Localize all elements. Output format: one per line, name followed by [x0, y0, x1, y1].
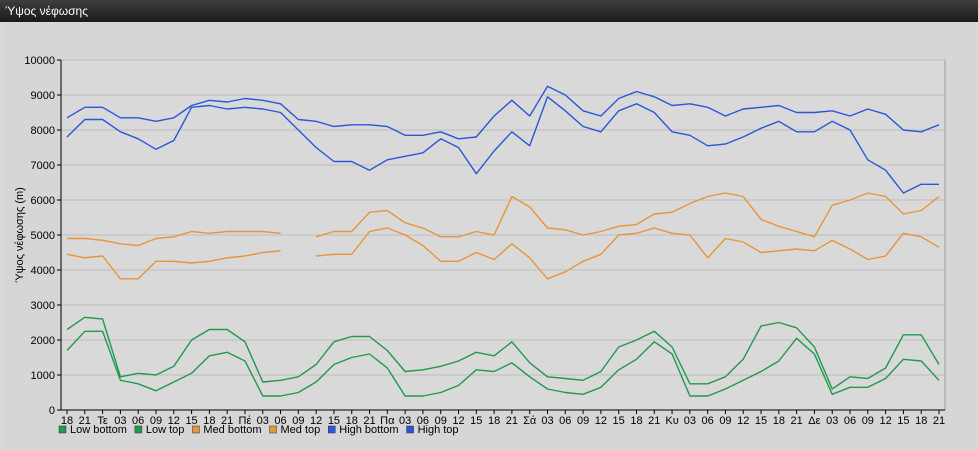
legend-entry: Med bottom	[203, 424, 261, 436]
y-tick-label: 5000	[31, 230, 55, 242]
series-line-low-bottom	[66, 330, 940, 397]
legend-entry: High bottom	[339, 424, 398, 436]
chart-panel: 0 1000 2000 3000 4000 5000 6000 7000 8000 9000 100…	[1, 23, 976, 449]
x-tick-label: 12	[595, 415, 607, 427]
x-tick-label: Κυ	[665, 415, 678, 427]
x-tick-label: Δε	[808, 415, 820, 427]
series-line-low-top	[66, 316, 940, 390]
window-titlebar: Ύψος νέφωσης	[0, 0, 978, 22]
x-tick-label: 09	[577, 415, 589, 427]
y-tick-label: 4000	[31, 265, 55, 277]
x-tick-label: 09	[719, 415, 731, 427]
series-line-high-top	[66, 85, 940, 140]
x-tick-label: 09	[862, 415, 874, 427]
x-tick-label: 03	[257, 415, 269, 427]
x-tick-label: 18	[488, 415, 500, 427]
legend-swatch	[269, 425, 277, 434]
x-tick-label: 06	[702, 415, 714, 427]
y-tick-label: 3000	[31, 300, 55, 312]
x-tick-label: 18	[915, 415, 927, 427]
legend-swatch	[406, 425, 414, 434]
legend-entry: Med top	[281, 424, 321, 436]
y-tick-label: 9000	[31, 90, 55, 102]
x-tick-label: 21	[506, 415, 518, 427]
cloud-height-chart: 0 1000 2000 3000 4000 5000 6000 7000 8000 9000 100…	[14, 55, 946, 436]
x-tick-label: 12	[168, 415, 180, 427]
x-tick-label: 06	[274, 415, 286, 427]
x-tick-label: 21	[79, 415, 91, 427]
x-tick-label: 21	[791, 415, 803, 427]
x-tick-label: 06	[132, 415, 144, 427]
x-tick-label: Τε	[97, 415, 108, 427]
legend-swatch	[192, 425, 200, 434]
x-tick-label: 21	[648, 415, 660, 427]
x-tick-label: 03	[399, 415, 411, 427]
legend-swatch	[328, 425, 336, 434]
x-tick-label: Πέ	[239, 415, 252, 427]
x-tick-label: 12	[310, 415, 322, 427]
x-tick-label: 15	[328, 415, 340, 427]
y-tick-label: 7000	[31, 160, 55, 172]
x-tick-label: 21	[363, 415, 375, 427]
legend-swatch	[58, 425, 67, 434]
x-tick-label: 03	[114, 415, 126, 427]
x-tick-label: 18	[773, 415, 785, 427]
x-tick-label: 06	[844, 415, 856, 427]
x-tick-label: 15	[613, 415, 625, 427]
y-tick-label: 0	[49, 405, 55, 417]
legend-entry: Low top	[146, 424, 185, 436]
x-tick-label: 06	[559, 415, 571, 427]
x-tick-label: 03	[541, 415, 553, 427]
legend-swatch	[134, 425, 143, 434]
x-tick-label: Σά	[523, 415, 537, 427]
y-tick-label: 2000	[31, 335, 55, 347]
x-tick-label: 21	[221, 415, 233, 427]
y-tick-label: 10000	[24, 55, 55, 67]
x-tick-label: 12	[737, 415, 749, 427]
y-tick-label: 8000	[31, 125, 55, 137]
legend-entry: High top	[418, 424, 459, 436]
x-tick-label: 18	[346, 415, 358, 427]
x-tick-label: 12	[452, 415, 464, 427]
x-tick-label: 06	[417, 415, 429, 427]
series-line-med-top	[67, 192, 940, 247]
x-tick-label: 09	[150, 415, 162, 427]
x-tick-label: 21	[933, 415, 945, 427]
legend-entry: Low bottom	[70, 424, 127, 436]
x-tick-label: 15	[755, 415, 767, 427]
series-line-high-bottom	[66, 96, 939, 194]
x-tick-label: Πα	[380, 415, 395, 427]
y-axis-label: Ύψος νέφωσης (m)	[14, 187, 26, 283]
x-tick-label: 15	[185, 415, 197, 427]
series-line-med-bottom	[66, 227, 940, 280]
window-title: Ύψος νέφωσης	[5, 4, 88, 18]
x-tick-label: 03	[826, 415, 838, 427]
y-tick-label: 1000	[31, 370, 55, 382]
x-tick-label: 03	[684, 415, 696, 427]
x-tick-label: 09	[292, 415, 304, 427]
x-tick-label: 18	[203, 415, 215, 427]
y-tick-label: 6000	[31, 195, 55, 207]
x-tick-label: 15	[470, 415, 482, 427]
x-tick-label: 12	[879, 415, 891, 427]
x-tick-label: 18	[630, 415, 642, 427]
x-tick-label: 18	[61, 415, 73, 427]
x-tick-label: 09	[435, 415, 447, 427]
x-tick-label: 15	[897, 415, 909, 427]
